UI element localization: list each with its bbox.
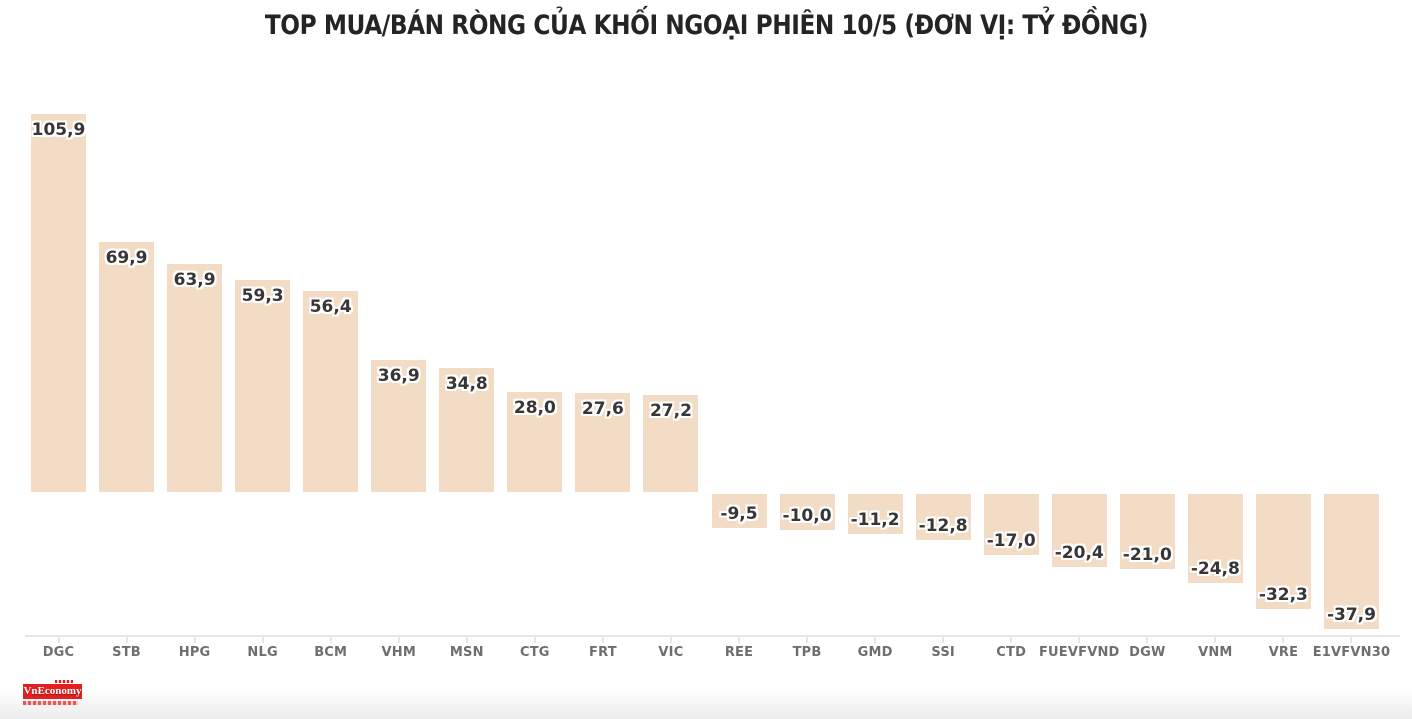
x-axis-tick [806,637,809,643]
bar-CTD: -17,0 [983,494,1039,555]
bar-VNM: -24,8 [1187,494,1243,583]
bar-E1VFVN30: -37,9 [1323,494,1379,630]
category-label-VIC: VIC [658,645,684,660]
x-axis-tick [874,637,877,643]
vneconomy-tagline [23,701,78,705]
x-axis-tick [1146,637,1149,643]
bar-value-label: -12,8 [918,515,968,536]
bar-FRT: 27,6 [575,393,631,492]
bar-NLG: 59,3 [235,280,291,492]
category-label-FRT: FRT [589,645,617,660]
x-axis-tick [533,637,536,643]
bar-value-label: 105,9 [31,120,86,140]
logo-top-mark [55,680,73,683]
x-axis-tick [329,637,332,643]
x-axis-tick [57,637,60,643]
bar-HPG: 63,9 [167,263,223,492]
bar-value-label: 56,4 [309,296,352,317]
category-label-CTD: CTD [996,645,1027,660]
vneconomy-logo-box: VnEconomy [23,684,82,699]
bar-value-label: 27,6 [581,399,624,420]
x-axis-tick [125,637,128,643]
x-axis-tick [465,637,468,643]
bar-value-label: 59,3 [241,286,284,307]
x-axis-tick [669,637,672,643]
category-label-VHM: VHM [381,645,416,660]
bar-value-label: 34,8 [445,373,488,394]
bar-value-label: 69,9 [105,248,148,269]
x-axis-tick [261,637,264,643]
chart-title-text: TOP MUA/BÁN RÒNG CỦA KHỐI NGOẠI PHIÊN 10… [264,10,1148,41]
x-axis-tick [1214,637,1217,643]
category-label-TPB: TPB [792,645,822,660]
bar-value-label: -37,9 [1326,605,1376,626]
category-label-SSI: SSI [931,645,955,660]
category-label-STB: STB [112,645,141,660]
bar-value-label: -10,0 [782,505,832,526]
category-label-MSN: MSN [449,645,484,660]
category-label-REE: REE [724,645,754,660]
x-axis-tick [738,637,740,643]
category-label-BCM: BCM [314,645,348,660]
bar-DGW: -21,0 [1119,494,1175,569]
bar-DGC: 105,9 [31,114,86,492]
category-label-FUEVFVND: FUEVFVND [1038,645,1120,660]
bar-TPB: -10,0 [779,494,835,530]
bar-value-label: -32,3 [1258,585,1308,606]
category-label-HPG: HPG [178,645,211,660]
x-axis-tick [942,637,945,643]
bar-SSI: -12,8 [915,494,971,540]
bar-CTG: 28,0 [507,392,563,492]
category-label-DGC: DGC [42,645,75,660]
bar-value-label: -21,0 [1122,544,1172,565]
bottom-gradient [0,689,1412,719]
bar-VHM: 36,9 [371,360,427,492]
bar-value-label: -11,2 [850,509,900,530]
bar-STB: 69,9 [99,242,155,492]
bar-GMD: -11,2 [847,494,903,534]
category-label-NLG: NLG [247,645,278,660]
bar-BCM: 56,4 [303,290,359,492]
bar-value-label: 27,2 [649,400,692,421]
bar-VIC: 27,2 [643,394,699,492]
bar-MSN: 34,8 [439,367,495,492]
x-axis-tick [1078,637,1081,643]
bar-value-label: 28,0 [513,398,556,419]
category-label-CTG: CTG [520,645,550,660]
category-label-E1VFVN30: E1VFVN30 [1312,645,1391,660]
chart-title: TOP MUA/BÁN RÒNG CỦA KHỐI NGOẠI PHIÊN 10… [0,10,1412,41]
category-label-VNM: VNM [1198,645,1233,660]
bar-value-label: -9,5 [720,503,758,524]
x-axis-tick [1282,637,1285,643]
vneconomy-logo-text: VnEconomy [23,685,82,697]
bar-value-label: -20,4 [1054,542,1104,563]
bar-value-label: 36,9 [377,366,420,387]
category-label-GMD: GMD [857,645,893,660]
x-axis-tick [193,637,196,643]
category-label-VRE: VRE [1268,645,1299,660]
bar-value-label: -17,0 [986,530,1036,551]
x-axis-tick [397,637,400,643]
bar-REE: -9,5 [711,494,767,528]
category-label-DGW: DGW [1129,645,1166,660]
bar-FUEVFVND: -20,4 [1051,494,1107,567]
x-axis-tick [601,637,604,643]
x-axis-line [25,635,1400,637]
x-axis-tick [1010,637,1013,643]
bar-value-label: -24,8 [1190,558,1240,579]
x-axis-tick [1350,637,1353,643]
bar-value-label: 63,9 [173,269,216,290]
bar-VRE: -32,3 [1255,494,1311,610]
